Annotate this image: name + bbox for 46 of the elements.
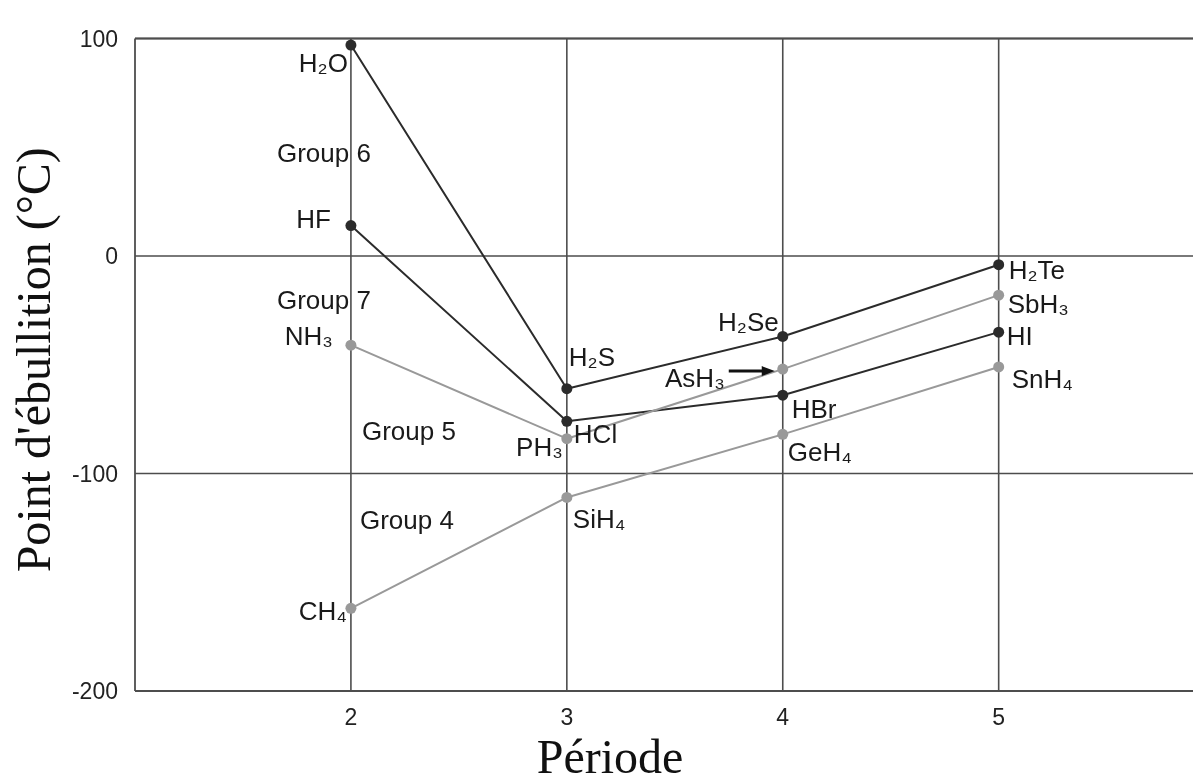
point: [561, 383, 573, 395]
x-tick-label: 5: [992, 704, 1006, 730]
point: [993, 259, 1005, 271]
point: [777, 428, 789, 440]
point: [993, 326, 1005, 338]
point: [345, 602, 357, 614]
point: [777, 363, 789, 375]
point: [345, 220, 357, 232]
y-tick-label: 100: [79, 25, 118, 52]
series-label: Group 4: [359, 505, 454, 536]
point: [993, 361, 1005, 373]
y-axis-title: Point d'ébullition (°C): [7, 147, 61, 573]
annotation: NH₃: [284, 321, 333, 352]
annotation: H₂O: [298, 48, 348, 79]
y-tick-label: -200: [71, 678, 118, 704]
point: [561, 491, 573, 503]
point: [345, 339, 357, 351]
annotation: HI: [1006, 321, 1033, 352]
annotation: HBr: [791, 394, 837, 425]
x-tick-label: 3: [560, 704, 574, 730]
annotation: GeH₄: [787, 437, 852, 468]
annotation: H₂S: [568, 341, 616, 372]
x-tick-label: 2: [344, 704, 358, 730]
annotation: CH₄: [298, 596, 347, 627]
annotation: HCl: [573, 419, 618, 450]
annotation: SbH₃: [1007, 289, 1069, 320]
annotation: AsH₃: [665, 363, 725, 394]
point: [561, 415, 573, 427]
y-tick-label: -100: [71, 460, 118, 487]
point: [561, 433, 573, 445]
annotation: H₂Se: [718, 307, 779, 338]
annotation: H₂Te: [1008, 254, 1066, 285]
series-label: Group 7: [276, 284, 371, 315]
series-label: Group 6: [276, 138, 371, 169]
x-tick-label: 4: [776, 704, 790, 730]
y-tick-label: 0: [105, 243, 118, 269]
point: [777, 330, 789, 342]
annotation: SiH₄: [572, 504, 626, 535]
annotation: PH₃: [516, 431, 563, 462]
series-label: Group 5: [361, 416, 456, 447]
annotation: HF: [296, 203, 331, 234]
point: [993, 289, 1005, 301]
point: [777, 389, 789, 401]
point: [345, 39, 357, 51]
x-axis-title: Période: [536, 730, 684, 780]
annotation: SnH₄: [1011, 363, 1073, 394]
